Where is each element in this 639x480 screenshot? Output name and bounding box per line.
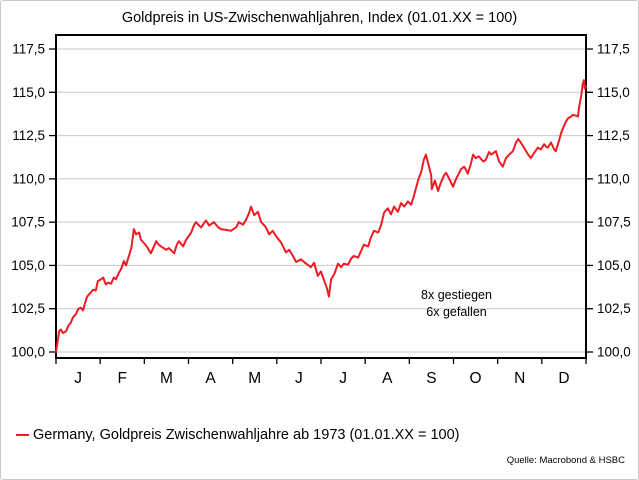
source-attribution: Quelle: Macrobond & HSBC [506,455,625,466]
legend: Germany, Goldpreis Zwischenwahljahre ab … [16,427,460,443]
y-axis-label-left: 112,5 [12,128,45,143]
x-axis-month-label: F [118,370,127,387]
legend-line-marker [16,433,29,437]
annotation-line-1: 8x gestiegen [421,288,492,302]
y-axis-label-left: 107,5 [11,215,45,230]
y-axis-label-right: 102,5 [597,301,631,316]
y-axis-label-right: 112,5 [597,128,630,143]
y-axis-label-left: 105,0 [11,258,45,273]
x-axis-month-label: M [248,370,261,387]
y-axis-label-left: 117,5 [12,42,45,57]
x-axis-month-label: J [295,370,303,387]
x-axis-month-label: A [382,370,393,387]
x-axis-month-label: O [470,370,482,387]
y-axis-label-right: 105,0 [597,258,631,273]
y-axis-label-left: 100,0 [11,345,45,360]
chart-annotation: 8x gestiegen 6x gefallen [394,287,519,321]
y-axis-label-right: 110,0 [597,171,630,186]
x-axis-month-label: A [205,370,216,387]
annotation-line-2: 6x gefallen [426,305,487,319]
y-axis-label-right: 107,5 [597,215,631,230]
y-axis-label-left: 110,0 [12,171,45,186]
x-axis-month-label: N [514,370,525,387]
plot-area: 100,0 100,0 102,5 102,5 105,0 105,0 107,5 107,5… [11,34,631,387]
x-axis-month-label: D [558,370,569,387]
y-axis-label-right: 115,0 [597,85,630,100]
x-axis-month-label: M [160,370,173,387]
y-axis-label-left: 102,5 [11,301,45,316]
legend-label: Germany, Goldpreis Zwischenwahljahre ab … [33,427,460,443]
y-axis-label-right: 117,5 [597,42,630,57]
x-axis-month-label: J [339,370,347,387]
x-axis-month-label: J [74,370,82,387]
y-axis-label-right: 100,0 [597,345,631,360]
x-axis-month-label: S [426,370,436,387]
y-axis-label-left: 115,0 [12,85,45,100]
series-line-germany [55,79,587,353]
chart-title: Goldpreis in US-Zwischenwahljahren, Inde… [121,10,518,26]
